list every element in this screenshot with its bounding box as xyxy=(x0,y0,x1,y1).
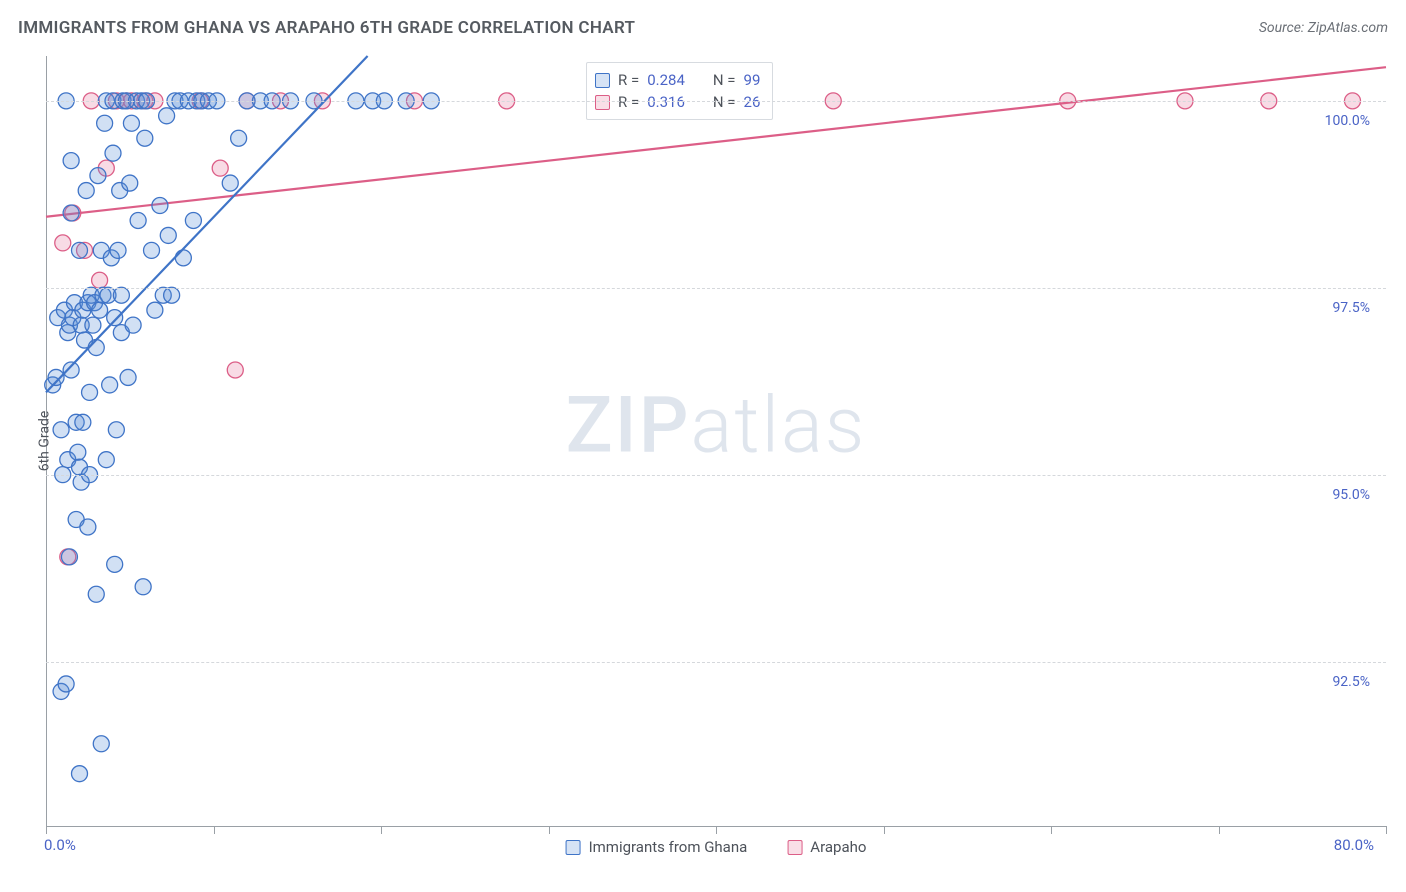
gridline xyxy=(46,475,1386,476)
data-point xyxy=(80,519,96,535)
source-name: ZipAtlas.com xyxy=(1308,20,1388,36)
y-axis-title: 6th Grade xyxy=(36,411,52,472)
n-label: N = xyxy=(713,91,736,113)
series-swatch xyxy=(566,840,581,855)
data-point xyxy=(105,145,121,161)
series-swatch xyxy=(595,73,610,88)
data-point xyxy=(147,302,163,318)
plot-area: ZIPatlas 6th Grade R =0.284N =99R =0.316… xyxy=(46,56,1386,827)
data-point xyxy=(92,272,108,288)
series-swatch xyxy=(787,840,802,855)
data-point xyxy=(90,168,106,184)
gridline xyxy=(46,662,1386,663)
data-point xyxy=(231,130,247,146)
r-value: 0.316 xyxy=(647,91,685,113)
x-tick xyxy=(46,826,47,834)
stats-row: R = 0.284 N = 99 xyxy=(595,69,760,91)
data-point xyxy=(137,130,153,146)
series-swatch xyxy=(595,95,610,110)
data-point xyxy=(144,242,160,258)
source-prefix: Source: xyxy=(1259,20,1308,36)
data-point xyxy=(175,250,191,266)
data-point xyxy=(120,369,136,385)
r-value: 0.284 xyxy=(647,69,685,91)
gridline xyxy=(46,288,1386,289)
data-point xyxy=(82,384,98,400)
data-point xyxy=(53,422,69,438)
data-point xyxy=(222,175,238,191)
data-point xyxy=(88,586,104,602)
data-point xyxy=(70,444,86,460)
n-value: 26 xyxy=(744,91,761,113)
x-tick xyxy=(1219,826,1220,834)
data-point xyxy=(97,115,113,131)
data-point xyxy=(61,549,77,565)
data-point xyxy=(164,287,180,303)
n-value: 99 xyxy=(744,69,761,91)
legend-item: Immigrants from Ghana xyxy=(566,838,748,856)
data-point xyxy=(88,340,104,356)
y-tick-label: 97.5% xyxy=(1332,300,1370,316)
legend-label: Immigrants from Ghana xyxy=(589,838,748,856)
data-point xyxy=(98,452,114,468)
y-tick-label: 95.0% xyxy=(1332,487,1370,503)
data-point xyxy=(135,579,151,595)
data-point xyxy=(63,153,79,169)
x-tick-label: 0.0% xyxy=(44,836,76,854)
data-point xyxy=(93,736,109,752)
data-point xyxy=(160,227,176,243)
chart-title: IMMIGRANTS FROM GHANA VS ARAPAHO 6TH GRA… xyxy=(18,18,635,38)
data-point xyxy=(55,235,71,251)
r-label: R = xyxy=(618,91,639,113)
data-point xyxy=(125,317,141,333)
x-tick xyxy=(549,826,550,834)
data-point xyxy=(152,198,168,214)
x-tick xyxy=(214,826,215,834)
data-point xyxy=(75,414,91,430)
scatter-layer xyxy=(46,56,1386,826)
data-point xyxy=(227,362,243,378)
data-point xyxy=(122,175,138,191)
x-tick xyxy=(381,826,382,834)
source-credit: Source: ZipAtlas.com xyxy=(1259,20,1388,36)
data-point xyxy=(63,205,79,221)
data-point xyxy=(78,183,94,199)
data-point xyxy=(108,422,124,438)
y-tick-label: 100.0% xyxy=(1325,113,1370,129)
r-label: R = xyxy=(618,69,639,91)
data-point xyxy=(102,377,118,393)
data-point xyxy=(63,362,79,378)
x-tick xyxy=(1051,826,1052,834)
x-tick xyxy=(1386,826,1387,834)
n-label: N = xyxy=(713,69,736,91)
x-tick xyxy=(884,826,885,834)
data-point xyxy=(113,287,129,303)
legend-label: Arapaho xyxy=(810,838,866,856)
data-point xyxy=(212,160,228,176)
data-point xyxy=(85,317,101,333)
series-legend: Immigrants from Ghana Arapaho xyxy=(566,838,867,856)
stats-row: R = 0.316 N = 26 xyxy=(595,91,760,113)
data-point xyxy=(107,310,123,326)
data-point xyxy=(72,766,88,782)
x-tick-label: 80.0% xyxy=(1334,836,1374,854)
data-point xyxy=(159,108,175,124)
data-point xyxy=(130,212,146,228)
stats-legend: R = 0.284 N = 99 R = 0.316 N = 26 xyxy=(586,62,773,120)
y-tick-label: 92.5% xyxy=(1332,674,1370,690)
gridline xyxy=(46,101,1386,102)
data-point xyxy=(110,242,126,258)
legend-item: Arapaho xyxy=(787,838,866,856)
data-point xyxy=(58,676,74,692)
data-point xyxy=(72,242,88,258)
data-point xyxy=(123,115,139,131)
data-point xyxy=(107,556,123,572)
x-tick xyxy=(716,826,717,834)
data-point xyxy=(92,302,108,318)
data-point xyxy=(185,212,201,228)
